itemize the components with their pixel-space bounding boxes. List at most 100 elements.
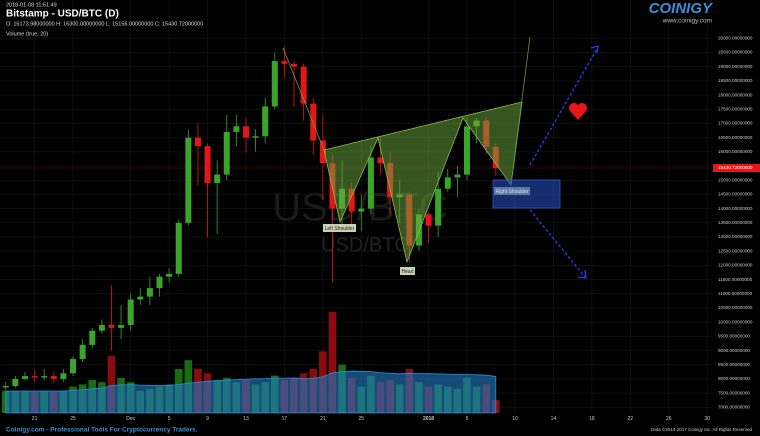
x-tick-label: 5 bbox=[168, 416, 171, 422]
copyright: Data ©2014-2017 Coinigy Inc. All Rights … bbox=[651, 426, 752, 432]
candle-body bbox=[271, 61, 278, 107]
y-tick-label: 17000.00000000 bbox=[718, 121, 753, 126]
x-tick-label: 22 bbox=[628, 416, 634, 422]
volume-bar bbox=[107, 355, 116, 413]
brand-url: www.coinigy.com bbox=[662, 18, 712, 25]
x-tick-label: 9 bbox=[206, 416, 209, 422]
y-tick-label: 19500.00000000 bbox=[718, 50, 753, 55]
footer: Coinigy.com - Professional Tools For Cry… bbox=[6, 427, 198, 434]
trend-line bbox=[510, 36, 531, 186]
y-tick-label: 8500.00000000 bbox=[718, 362, 750, 367]
candle-body bbox=[185, 137, 192, 223]
y-tick-label: 13000.00000000 bbox=[718, 234, 753, 239]
candle-body bbox=[41, 376, 48, 378]
y-tick-label: 7500.00000000 bbox=[718, 390, 750, 395]
annotation: Head bbox=[402, 269, 414, 275]
x-tick-label: 2018 bbox=[423, 416, 434, 422]
footer-bar bbox=[0, 424, 760, 436]
candle-body bbox=[127, 299, 134, 326]
y-tick-label: 19000.00000000 bbox=[718, 64, 753, 69]
y-tick-label: 11500.00000000 bbox=[718, 277, 753, 282]
candle-body bbox=[262, 106, 269, 137]
y-tick-label: 18500.00000000 bbox=[718, 78, 753, 83]
candle-body bbox=[281, 61, 288, 64]
candle-body bbox=[156, 276, 163, 289]
x-tick-label: 21 bbox=[320, 416, 326, 422]
axis: 7000.00000000 7500.00000000 8000.00000000 8… bbox=[32, 36, 760, 422]
annotation: Right Shoulder bbox=[495, 189, 528, 195]
candle-body bbox=[204, 146, 211, 184]
heart-icon bbox=[569, 103, 587, 120]
y-tick-label: 18000.00000000 bbox=[718, 92, 753, 97]
x-tick-label: 25 bbox=[70, 416, 76, 422]
candle-body bbox=[12, 378, 19, 387]
candle-body bbox=[60, 373, 67, 379]
candle-body bbox=[31, 376, 38, 378]
annotation-box bbox=[400, 267, 415, 275]
candle-body bbox=[367, 157, 374, 209]
y-tick-label: 7000.00000000 bbox=[718, 405, 750, 410]
y-tick-label: 12000.00000000 bbox=[718, 263, 753, 268]
candle-body bbox=[175, 222, 182, 274]
projection-arrow bbox=[529, 209, 586, 278]
candle-body bbox=[377, 157, 384, 164]
candle-body bbox=[70, 359, 77, 374]
chart-title: Bitstamp - USD/BTC (D) bbox=[6, 9, 119, 20]
candle-body bbox=[444, 177, 451, 189]
candle-body bbox=[233, 126, 240, 132]
volume-ma-area bbox=[5, 370, 497, 414]
candle-body bbox=[463, 126, 470, 175]
y-tick-label: 16000.00000000 bbox=[718, 149, 753, 154]
candle-body bbox=[454, 174, 461, 178]
y-tick-label: 12500.00000000 bbox=[718, 248, 753, 253]
candle-body bbox=[79, 344, 86, 360]
candle-body bbox=[358, 208, 365, 212]
candle-body bbox=[435, 188, 442, 226]
y-tick-label: 16500.00000000 bbox=[718, 135, 753, 140]
candle-body bbox=[194, 137, 201, 147]
y-tick-label: 10500.00000000 bbox=[718, 305, 753, 310]
x-tick-label: 13 bbox=[243, 416, 249, 422]
candle-body bbox=[108, 325, 115, 328]
ohlc-text: O: 16173.98000000 H: 16300.00000000 L: 1… bbox=[6, 21, 203, 27]
timestamp: 2018-01-08 11:51:49 bbox=[6, 2, 57, 8]
candle-body bbox=[2, 386, 9, 388]
y-tick-label: 13500.00000000 bbox=[718, 220, 753, 225]
volume-bar bbox=[328, 311, 337, 413]
y-tick-label: 14000.00000000 bbox=[718, 206, 753, 211]
x-tick-label: Dec bbox=[126, 416, 135, 422]
last-price-label: 15430.72000000 bbox=[718, 165, 753, 170]
y-tick-label: 14500.00000000 bbox=[718, 192, 753, 197]
candle-body bbox=[425, 214, 432, 226]
candle-body bbox=[50, 376, 57, 379]
y-tick-label: 8000.00000000 bbox=[718, 376, 750, 381]
candle-body bbox=[310, 103, 317, 141]
candle-body bbox=[118, 325, 125, 328]
x-tick-label: 30 bbox=[704, 416, 710, 422]
y-tick-label: 17500.00000000 bbox=[718, 107, 753, 112]
candle-body bbox=[242, 126, 249, 138]
candle-body bbox=[300, 66, 307, 104]
candle-body bbox=[291, 63, 298, 67]
candle-body bbox=[348, 188, 355, 212]
x-tick-label: 14 bbox=[551, 416, 557, 422]
annotation: Left Shoulder bbox=[325, 226, 355, 232]
candle-body bbox=[146, 288, 153, 297]
y-tick-label: 20000.00000000 bbox=[718, 36, 753, 41]
candle-body bbox=[166, 273, 173, 277]
x-tick-label: 17 bbox=[282, 416, 288, 422]
x-tick-label: 10 bbox=[512, 416, 518, 422]
last-price-box bbox=[713, 164, 760, 173]
y-tick-label: 9000.00000000 bbox=[718, 348, 750, 353]
candle-body bbox=[137, 296, 144, 300]
y-tick-label: 10000.00000000 bbox=[718, 319, 753, 324]
x-tick-label: 18 bbox=[589, 416, 595, 422]
candle-body bbox=[252, 136, 259, 138]
y-tick-label: 11000.00000000 bbox=[718, 291, 753, 296]
candle-body bbox=[214, 174, 221, 184]
candle-body bbox=[319, 140, 326, 164]
trend-line bbox=[282, 47, 325, 151]
brand-logo: COINIGY bbox=[649, 0, 714, 17]
